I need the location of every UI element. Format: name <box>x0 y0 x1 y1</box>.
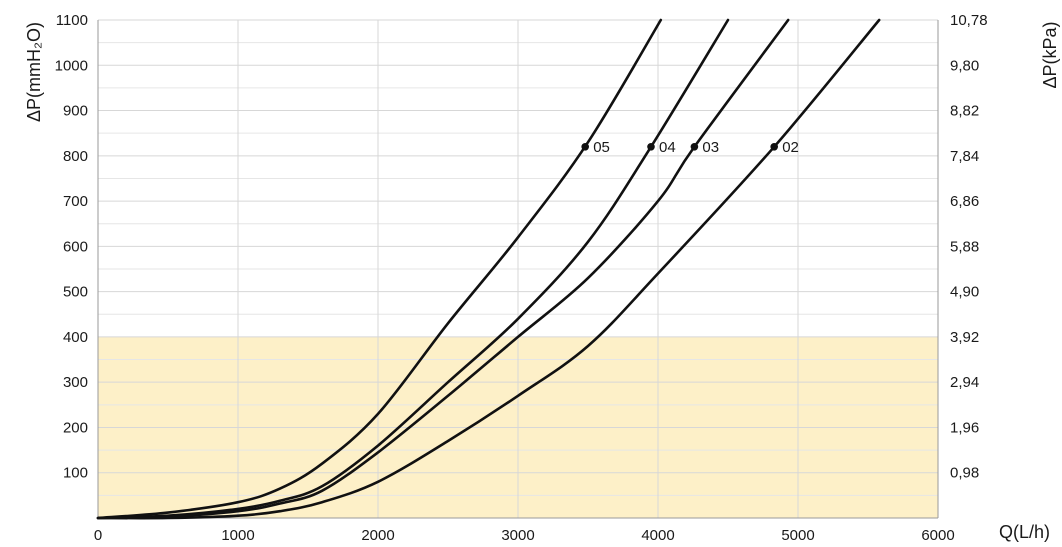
curves <box>96 18 881 520</box>
y-tick-label: 200 <box>63 419 88 436</box>
series-label-05: 05 <box>593 139 610 156</box>
series-label-04: 04 <box>659 139 676 156</box>
y-tick-label-right: 6,86 <box>950 193 979 210</box>
left-axis-ticks: 100 200 300 400 500 600 700 800 900 1000 1100 <box>55 12 88 482</box>
y-tick-label: 400 <box>63 329 88 346</box>
series-label-02: 02 <box>782 139 799 156</box>
grid <box>97 19 939 519</box>
x-tick-label: 3000 <box>501 527 534 544</box>
y-tick-label-right: 8,82 <box>950 103 979 120</box>
x-axis-ticks: 0 1000 2000 3000 4000 5000 6000 <box>94 527 955 544</box>
y-tick-label-right: 7,84 <box>950 148 979 165</box>
series-line-05 <box>96 18 663 520</box>
y-axis-title-left: ΔP(mmH₂O) <box>24 22 44 122</box>
y-tick-label: 600 <box>63 238 88 255</box>
x-tick-label: 4000 <box>641 527 674 544</box>
y-tick-label: 1100 <box>56 12 88 29</box>
y-tick-label-right: 3,92 <box>950 329 979 346</box>
y-tick-label: 700 <box>63 193 88 210</box>
series-line-02 <box>96 18 881 520</box>
right-axis-ticks: 0,98 1,96 2,94 3,92 4,90 5,88 6,86 7,84 8,82 9,80… <box>950 12 988 482</box>
series-marker-05 <box>581 142 589 151</box>
series-marker-04 <box>647 142 655 151</box>
y-tick-label-right: 0,98 <box>950 465 979 482</box>
y-tick-label: 100 <box>63 465 88 482</box>
y-tick-label: 300 <box>63 374 88 391</box>
y-tick-label-right: 9,80 <box>950 57 979 74</box>
y-tick-label-right: 5,88 <box>950 238 979 255</box>
x-tick-label: 0 <box>94 527 102 544</box>
markers: 05 04 03 02 <box>581 139 799 156</box>
series-marker-03 <box>690 142 699 151</box>
x-tick-label: 5000 <box>781 527 814 544</box>
y-tick-label-right: 1,96 <box>950 419 979 436</box>
y-tick-label-right: 10,78 <box>950 12 988 29</box>
x-axis-title: Q(L/h) <box>999 522 1050 542</box>
series-line-03 <box>96 18 790 520</box>
y-tick-label: 500 <box>63 284 88 301</box>
x-tick-label: 1000 <box>221 527 254 544</box>
series-line-04 <box>96 18 730 520</box>
x-tick-label: 6000 <box>921 527 954 544</box>
y-tick-label: 900 <box>63 103 88 120</box>
y-axis-title-right: ΔP(kPa) <box>1040 21 1060 88</box>
series-label-03: 03 <box>702 139 719 156</box>
series-marker-02 <box>770 142 778 151</box>
y-tick-label: 800 <box>63 148 88 165</box>
y-tick-label-right: 4,90 <box>950 284 979 301</box>
y-tick-label-right: 2,94 <box>950 374 979 391</box>
y-tick-label: 1000 <box>55 57 88 74</box>
x-tick-label: 2000 <box>361 527 394 544</box>
